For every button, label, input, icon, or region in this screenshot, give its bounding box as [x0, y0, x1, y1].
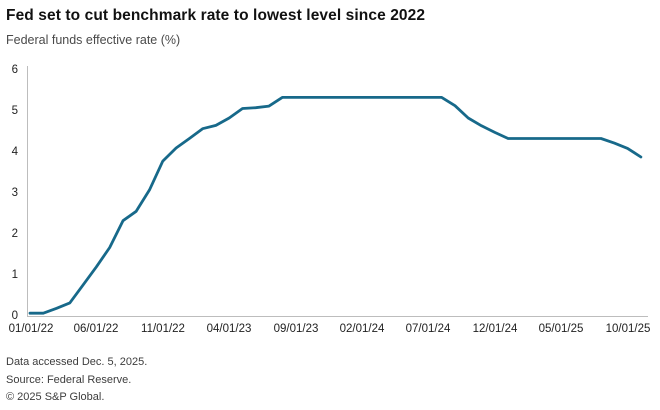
- y-tick-label: 5: [11, 105, 18, 117]
- x-tick-label: 12/01/24: [472, 323, 518, 335]
- x-tick-label: 09/01/23: [273, 323, 319, 335]
- y-tick-label: 3: [11, 187, 18, 199]
- x-tick-label: 01/01/22: [8, 323, 54, 335]
- x-tick-label: 06/01/22: [73, 323, 119, 335]
- x-tick-label: 11/01/22: [141, 323, 185, 335]
- chart-title: Fed set to cut benchmark rate to lowest …: [6, 7, 426, 24]
- chart-footnotes: Data accessed Dec. 5, 2025. Source: Fede…: [6, 354, 147, 407]
- footnote-source: Source: Federal Reserve.: [6, 373, 132, 386]
- x-tick-label: 05/01/25: [538, 323, 584, 335]
- x-tick-label: 10/01/25: [605, 323, 651, 335]
- rate-line: [28, 96, 643, 315]
- chart-subtitle: Federal funds effective rate (%): [6, 33, 181, 47]
- y-tick-label: 4: [11, 146, 18, 158]
- y-tick-label: 6: [11, 64, 18, 76]
- y-tick-label: 0: [11, 310, 18, 322]
- x-tick-label: 07/01/24: [405, 323, 451, 335]
- y-tick-label: 2: [11, 228, 18, 240]
- footnote-copyright: © 2025 S&P Global.: [6, 391, 105, 403]
- x-tick-label: 02/01/24: [339, 323, 385, 335]
- x-tick-label: 04/01/23: [206, 323, 252, 335]
- footnote-data-accessed: Data accessed Dec. 5, 2025.: [6, 356, 148, 368]
- y-tick-label: 1: [11, 269, 18, 281]
